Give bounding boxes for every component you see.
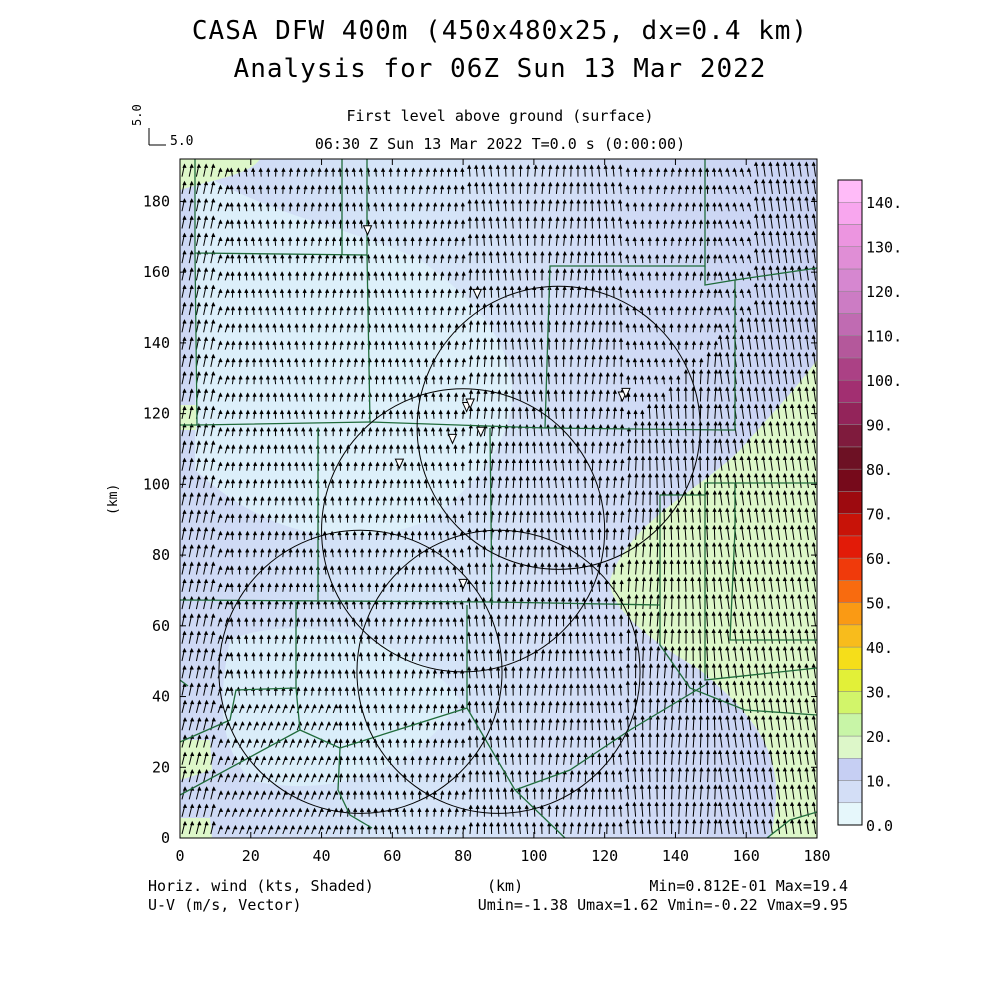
x-tick-label: 20: [242, 847, 260, 865]
colorbar-segment: [837, 735, 863, 759]
colorbar-segment: [837, 602, 863, 626]
colorbar-segment: [837, 713, 863, 737]
x-tick-label: 160: [733, 847, 760, 865]
county-boundaries: [180, 159, 817, 838]
colorbar-label: 60.: [866, 550, 893, 568]
colorbar-label: 20.: [866, 728, 893, 746]
colorbar: 0.0 10. 20. 30. 40. 50. 60. 70. 80. 90. 100. 110. 12…: [837, 179, 902, 835]
y-tick-label: 140: [143, 334, 170, 352]
colorbar-segment: [837, 624, 863, 648]
x-tick-label: 0: [175, 847, 184, 865]
colorbar-label: 120.: [866, 283, 902, 301]
radar-site-10: [458, 578, 468, 590]
y-tick-label: 180: [143, 192, 170, 210]
y-tick-label: 120: [143, 405, 170, 423]
colorbar-segment: [837, 468, 863, 492]
colorbar-segment: [837, 357, 863, 381]
colorbar-label: 50.: [866, 595, 893, 613]
radar-site-4: [465, 398, 475, 410]
colorbar-segment: [837, 379, 863, 403]
colorbar-label: 30.: [866, 684, 893, 702]
colorbar-label: 10.: [866, 773, 893, 791]
colorbar-label: 80.: [866, 461, 893, 479]
plot-frame: [179, 158, 818, 839]
colorbar-label: 40.: [866, 639, 893, 657]
colorbar-label: 130.: [866, 239, 902, 257]
title-line-1: CASA DFW 400m (450x480x25, dx=0.4 km): [191, 16, 809, 46]
footer-right-line-1: Min=0.812E-01 Max=19.4: [649, 877, 848, 895]
radar-site-6: [476, 426, 486, 438]
time-line: 06:30 Z Sun 13 Mar 2022 T=0.0 s (0:00:00…: [314, 135, 686, 153]
colorbar-segment: [837, 513, 863, 537]
colorbar-segment: [837, 179, 863, 203]
colorbar-segment: [837, 580, 863, 603]
colorbar-label: 70.: [866, 506, 893, 524]
footer-right-line-2: Umin=-1.38 Umax=1.62 Vmin=-0.22 Vmax=9.9…: [477, 896, 848, 914]
colorbar-segment: [837, 424, 863, 448]
x-axis-label: (km): [487, 877, 524, 895]
colorbar-segment: [837, 313, 863, 336]
x-tick-label: 140: [662, 847, 689, 865]
y-tick-label: 100: [143, 475, 170, 493]
x-tick-label: 120: [591, 847, 618, 865]
colorbar-segment: [837, 646, 863, 670]
x-tick-label: 100: [520, 847, 547, 865]
colorbar-segment: [837, 290, 863, 314]
y-tick-label: 40: [152, 688, 170, 706]
colorbar-segment: [837, 802, 863, 826]
colorbar-segment: [837, 224, 863, 247]
footer-left-line-1: Horiz. wind (kts, Shaded): [148, 877, 374, 895]
colorbar-segment: [837, 691, 863, 715]
colorbar-label: 140.: [866, 194, 902, 212]
reference-vector: [148, 128, 166, 146]
colorbar-segment: [837, 535, 863, 559]
colorbar-segment: [837, 201, 863, 225]
radar-site-5: [447, 433, 458, 445]
radar-range-rings: [218, 285, 701, 814]
y-tick-label: 60: [152, 617, 170, 635]
y-tick-label: 160: [143, 263, 170, 281]
colorbar-segment: [837, 557, 863, 581]
colorbar-segment: [837, 669, 863, 692]
x-tick-label: 40: [313, 847, 331, 865]
subtitle: First level above ground (surface): [346, 107, 654, 125]
radar-sites: [362, 225, 631, 590]
y-tick-label: 20: [152, 758, 170, 776]
colorbar-label: 110.: [866, 328, 902, 346]
y-axis-ticks: 0 20 40 60 80 100 120 140 160 180: [143, 192, 817, 847]
colorbar-label: 0.0: [866, 817, 893, 835]
radar-site-2: [472, 288, 483, 300]
radar-site-1: [362, 225, 373, 236]
ref-vector-label-horizontal: 5.0: [170, 134, 194, 149]
radar-range-ring-3: [321, 388, 606, 673]
x-tick-label: 80: [454, 847, 472, 865]
colorbar-segment: [837, 758, 863, 781]
footer-left-line-2: U-V (m/s, Vector): [148, 896, 302, 914]
radar-site-9: [621, 387, 631, 399]
radar-range-ring-1: [218, 529, 503, 814]
title-line-2: Analysis for 06Z Sun 13 Mar 2022: [233, 54, 767, 84]
colorbar-segment: [837, 335, 863, 359]
radar-range-ring-2: [356, 529, 641, 814]
colorbar-segment: [837, 446, 863, 470]
colorbar-label: 90.: [866, 417, 893, 435]
radar-site-7: [394, 458, 405, 470]
colorbar-segment: [837, 402, 863, 425]
y-tick-label: 80: [152, 546, 170, 564]
colorbar-segment: [837, 491, 863, 514]
colorbar-frame: [837, 179, 863, 826]
colorbar-segment: [837, 780, 863, 804]
radar-range-ring-4: [416, 285, 701, 570]
x-tick-label: 60: [383, 847, 401, 865]
y-tick-label: 0: [161, 829, 170, 847]
x-tick-label: 180: [803, 847, 830, 865]
colorbar-label: 100.: [866, 372, 902, 390]
colorbar-segment: [837, 268, 863, 292]
x-axis-ticks: 0 20 40 60 80 100 120 140 160 180: [175, 159, 831, 865]
colorbar-segment: [837, 246, 863, 270]
wind-vectors: [181, 159, 817, 835]
